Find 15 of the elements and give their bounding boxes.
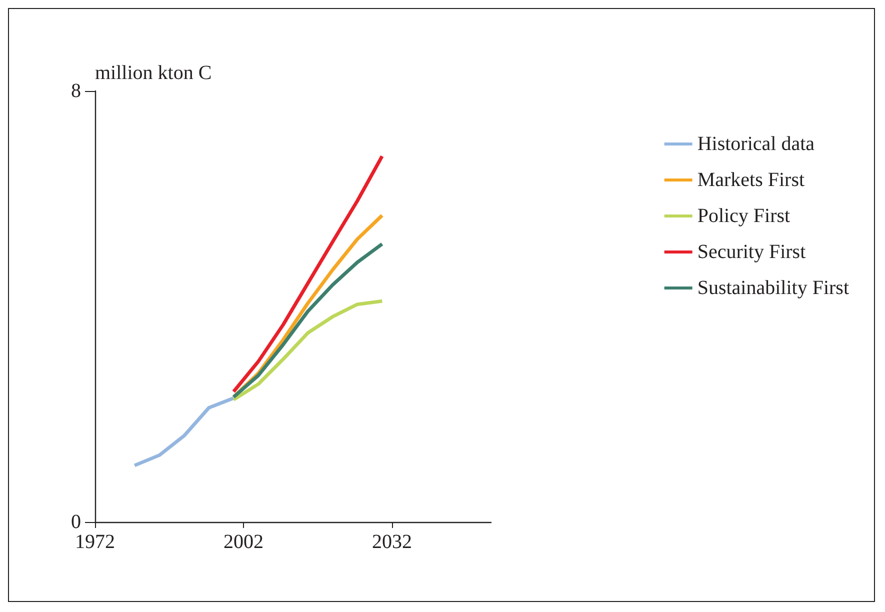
x-tick-label: 2032 <box>372 531 412 553</box>
legend-label: Security First <box>697 241 806 263</box>
y-axis-title: million kton C <box>95 62 212 84</box>
line-series <box>232 242 384 399</box>
x-tick-label: 1972 <box>75 531 115 553</box>
line-series <box>132 396 236 468</box>
y-tick-label: 8 <box>71 80 81 102</box>
y-tick-label: 0 <box>71 511 81 533</box>
line-series <box>232 154 384 394</box>
legend-label: Markets First <box>697 169 805 191</box>
legend-label: Sustainability First <box>697 277 850 299</box>
x-tick-label: 2002 <box>224 531 264 553</box>
legend-label: Policy First <box>697 205 791 227</box>
legend-label: Historical data <box>697 133 815 155</box>
line-series <box>232 299 384 402</box>
